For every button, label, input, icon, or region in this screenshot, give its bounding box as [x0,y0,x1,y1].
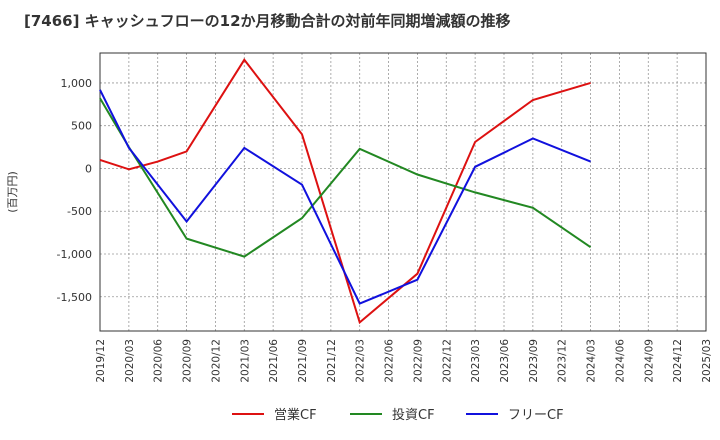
x-tick-label: 2024/06 [614,339,626,383]
x-tick-label: 2021/12 [326,339,338,383]
x-tick-label: 2025/03 [701,339,713,383]
y-tick-label: -500 [67,205,92,218]
x-tick-label: 2024/12 [672,339,684,383]
x-tick-label: 2019/12 [95,339,107,383]
x-tick-label: 2021/09 [297,339,309,383]
x-tick-label: 2021/03 [239,339,251,383]
series-line-2 [99,97,592,258]
y-tick-label: 500 [71,120,92,133]
x-tick-label: 2024/09 [643,339,655,383]
y-tick-label: 0 [85,162,92,175]
x-tick-label: 2020/03 [124,339,136,383]
x-tick-label: 2023/03 [470,339,482,383]
plot-frame [99,52,707,332]
x-tick-label: 2023/09 [528,339,540,383]
x-tick-label: 2020/06 [153,339,165,383]
series-line-1 [99,58,591,325]
x-tick-label: 2022/12 [441,339,453,383]
x-tick-label: 2021/06 [268,339,280,383]
x-tick-label: 2023/06 [499,339,511,383]
legend-label-2: 投資CF [392,407,435,423]
y-tick-label: 1,000 [61,77,93,90]
x-tick-label: 2020/09 [182,339,194,383]
x-tick-label: 2022/03 [355,339,367,383]
x-tick-label: 2024/03 [586,339,598,383]
x-tick-label: 2023/12 [557,339,569,383]
y-tick-label: -1,000 [57,248,92,261]
x-tick-label: 2020/12 [210,339,222,383]
y-tick-label: -1,500 [57,291,92,304]
legend-label-3: フリーCF [508,408,564,423]
plot-area [100,53,706,331]
y-axis-label: (百万円) [6,171,19,213]
x-tick-label: 2022/09 [412,339,424,383]
legend-label-1: 営業CF [274,407,317,423]
series-line-3 [99,89,591,305]
x-tick-label: 2022/06 [384,339,396,383]
chart-title: [7466] キャッシュフローの12か月移動合計の対前年同期増減額の推移 [24,12,511,30]
